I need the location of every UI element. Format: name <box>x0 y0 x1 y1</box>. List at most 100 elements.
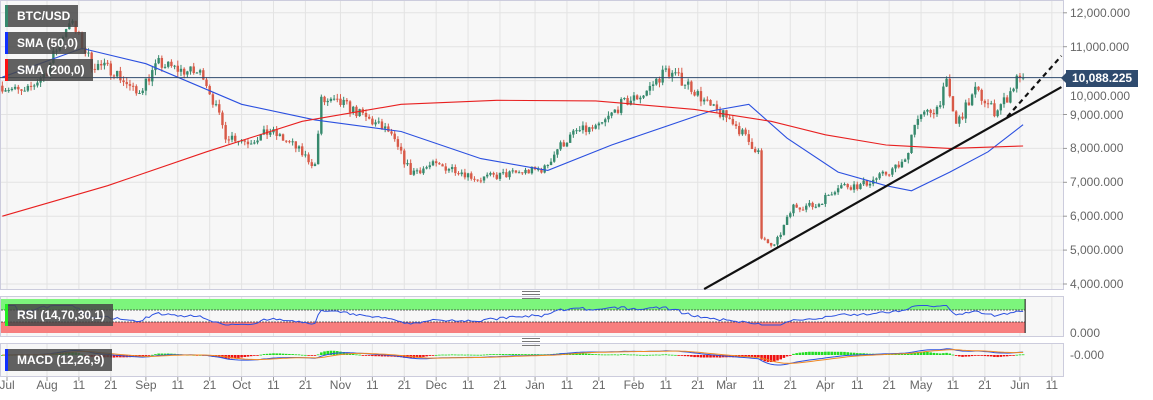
candle-down <box>224 125 227 140</box>
candle-up <box>33 85 36 87</box>
candle-down <box>205 79 208 87</box>
candle-down <box>246 141 250 145</box>
candle-up <box>939 105 942 107</box>
candle-up <box>916 119 920 125</box>
candle-up <box>412 170 416 175</box>
candle-up <box>814 206 817 208</box>
candle-down <box>288 141 291 143</box>
macd-histogram-bar <box>418 355 422 358</box>
macd-histogram-bar <box>434 354 438 356</box>
macd-histogram-bar <box>575 352 578 355</box>
macd-histogram-bar <box>374 355 377 357</box>
macd-histogram-bar <box>801 352 805 355</box>
candle-down <box>243 140 246 142</box>
macd-histogram-bar <box>852 352 856 355</box>
rsi-oversold-band <box>1 322 1026 333</box>
rsi-panel-resize-handle[interactable] <box>522 291 540 299</box>
macd-histogram-bar <box>667 354 671 356</box>
candle-up <box>604 119 607 123</box>
candle-down <box>135 86 138 94</box>
candle-down <box>1018 75 1022 78</box>
macd-histogram-bar <box>438 354 441 356</box>
macd-histogram-bar <box>907 353 910 355</box>
candle-down <box>106 62 109 64</box>
macd-histogram-bar <box>862 353 865 355</box>
legend-btcusd[interactable]: BTC/USD <box>5 5 79 27</box>
candle-down <box>131 85 135 87</box>
macd-histogram-bar <box>377 355 381 357</box>
macd-histogram-bar <box>798 352 802 355</box>
macd-histogram-bar <box>524 354 527 355</box>
candle-up <box>578 130 581 132</box>
legend-color-bar <box>5 59 8 81</box>
legend-sma200[interactable]: SMA (200,0) <box>5 59 93 81</box>
macd-histogram-bar <box>766 355 770 362</box>
legend-color-bar <box>5 304 8 326</box>
macd-histogram-bar <box>747 355 751 358</box>
candle-up <box>686 81 690 85</box>
candle-down <box>227 139 231 141</box>
candle-up <box>249 143 253 145</box>
x-tick-label: 11 <box>366 378 379 392</box>
candle-down <box>856 184 859 190</box>
macd-histogram-bar <box>715 355 719 358</box>
macd-histogram-bar <box>670 354 674 356</box>
candle-down <box>119 70 122 81</box>
macd-histogram-bar <box>466 354 470 356</box>
macd-histogram-bar <box>926 351 929 355</box>
candle-up <box>486 174 489 177</box>
candle-up <box>575 130 578 132</box>
legend-sma50[interactable]: SMA (50,0) <box>5 32 86 54</box>
candle-up <box>779 234 782 237</box>
macd-histogram-bar <box>291 354 294 355</box>
candle-down <box>348 101 352 113</box>
candle-down <box>505 172 508 178</box>
macd-histogram-bar <box>616 354 620 356</box>
candle-up <box>530 166 534 174</box>
candle-down <box>1 85 4 92</box>
candle-up <box>278 134 282 136</box>
macd-histogram-bar <box>855 353 859 355</box>
candle-down <box>100 63 103 66</box>
macd-histogram-bar <box>699 355 703 358</box>
macd-histogram-bar <box>712 355 716 358</box>
candle-up <box>830 194 833 196</box>
macd-histogram-bar <box>788 355 792 356</box>
candle-down <box>932 112 936 115</box>
macd-histogram-bar <box>951 354 955 356</box>
candle-down <box>454 167 457 174</box>
macd-histogram-bar <box>514 354 518 355</box>
candle-up <box>460 172 463 175</box>
legend-macd[interactable]: MACD (12,26,9) <box>5 349 113 371</box>
macd-panel-resize-handle[interactable] <box>522 338 540 346</box>
candle-up <box>891 168 894 175</box>
candle-up <box>553 154 556 162</box>
candle-down <box>693 91 696 96</box>
macd-histogram-bar <box>262 354 266 355</box>
legend-rsi[interactable]: RSI (14,70,30,1) <box>5 304 114 326</box>
macd-histogram-bar <box>804 352 808 355</box>
macd-histogram-bar <box>307 355 310 356</box>
macd-histogram-bar <box>259 354 263 356</box>
macd-histogram-bar <box>696 355 700 358</box>
candle-down <box>635 95 639 100</box>
macd-histogram-bar <box>664 354 668 356</box>
candle-down <box>562 142 565 147</box>
candle-down <box>387 126 390 132</box>
macd-histogram-bar <box>623 354 626 355</box>
candle-down <box>234 135 237 142</box>
candle-down <box>211 94 215 105</box>
x-tick-label: 11 <box>1045 378 1059 392</box>
legend-label: BTC/USD <box>17 9 71 23</box>
macd-histogram-bar <box>654 354 658 356</box>
x-tick-label: Feb <box>623 378 645 392</box>
candle-up <box>639 97 642 100</box>
candle-down <box>961 116 964 119</box>
candle-down <box>846 184 849 188</box>
candle-up <box>792 204 795 214</box>
candle-down <box>731 118 735 125</box>
candle-down <box>849 187 853 190</box>
macd-histogram-bar <box>447 354 451 356</box>
candle-down <box>626 98 629 105</box>
